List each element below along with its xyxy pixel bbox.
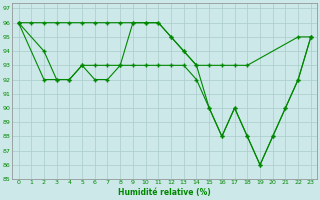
X-axis label: Humidité relative (%): Humidité relative (%) [118, 188, 211, 197]
